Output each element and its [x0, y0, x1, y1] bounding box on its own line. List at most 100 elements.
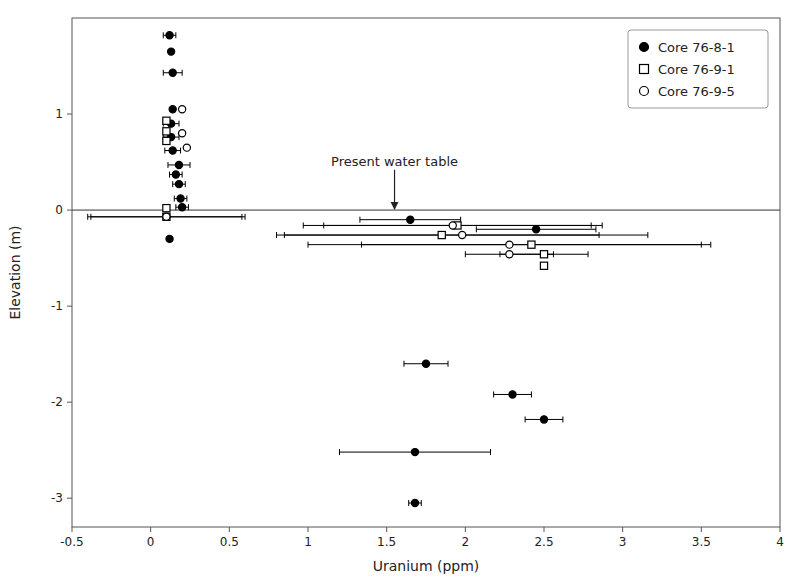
error-bar	[339, 449, 490, 455]
error-bar	[404, 361, 448, 367]
data-point	[172, 171, 179, 178]
data-point	[175, 161, 182, 168]
x-tick	[308, 527, 309, 532]
x-tick-label: 3.5	[692, 535, 711, 549]
data-point	[175, 181, 182, 188]
data-point	[183, 144, 190, 151]
x-tick-label: 0	[147, 535, 155, 549]
data-point	[166, 235, 173, 242]
plot-frame	[72, 18, 780, 527]
legend-marker	[640, 43, 649, 52]
data-point	[528, 241, 535, 248]
error-bar	[168, 162, 190, 168]
x-tick-label: 3	[619, 535, 627, 549]
error-bar	[360, 217, 461, 223]
data-point	[177, 195, 184, 202]
y-tick-label: -3	[51, 491, 63, 505]
data-point	[166, 32, 173, 39]
y-tick	[67, 114, 72, 115]
error-bar	[409, 500, 422, 506]
error-bar	[476, 226, 596, 232]
y-tick	[67, 210, 72, 211]
x-tick	[72, 527, 73, 532]
x-tick	[780, 527, 781, 532]
error-bar	[277, 232, 648, 238]
data-point	[540, 416, 547, 423]
error-bar	[174, 196, 187, 202]
data-point	[169, 106, 176, 113]
y-tick	[67, 306, 72, 307]
x-tick	[701, 527, 702, 532]
legend-box	[628, 30, 768, 108]
x-tick-label: 1	[304, 535, 312, 549]
data-point	[438, 231, 445, 238]
data-point	[179, 130, 186, 137]
data-point	[422, 360, 429, 367]
x-tick-label: 2.5	[534, 535, 553, 549]
data-point	[509, 391, 516, 398]
data-point	[163, 205, 170, 212]
x-tick	[150, 527, 151, 532]
y-axis-label: Elevation (m)	[7, 225, 23, 319]
error-bar	[303, 222, 602, 228]
data-point	[169, 69, 176, 76]
x-tick	[622, 527, 623, 532]
data-point	[179, 106, 186, 113]
data-point	[459, 231, 466, 238]
data-point	[179, 204, 186, 211]
y-tick	[67, 498, 72, 499]
data-point	[407, 216, 414, 223]
data-point	[411, 448, 418, 455]
legend-label: Core 76-8-1	[658, 40, 735, 55]
error-bar	[494, 391, 532, 397]
y-tick-label: -2	[51, 395, 63, 409]
x-tick-label: -0.5	[60, 535, 83, 549]
legend-marker	[640, 87, 649, 96]
data-point	[163, 128, 170, 135]
error-bar	[163, 32, 176, 38]
legend-label: Core 76-9-1	[658, 62, 735, 77]
y-tick	[67, 402, 72, 403]
data-point	[506, 251, 513, 258]
error-bar	[465, 251, 553, 257]
data-point	[163, 213, 170, 220]
data-point	[449, 222, 456, 229]
x-tick	[544, 527, 545, 532]
x-tick	[386, 527, 387, 532]
error-bar	[176, 204, 189, 210]
legend-marker	[640, 65, 649, 74]
x-tick-label: 4	[776, 535, 784, 549]
error-bar	[163, 70, 182, 76]
data-point	[163, 117, 170, 124]
error-bar	[500, 251, 588, 257]
y-tick-label: 1	[55, 107, 63, 121]
error-bar	[525, 416, 563, 422]
data-point	[540, 262, 547, 269]
annotation-text: Present water table	[331, 154, 458, 169]
y-tick-label: -1	[51, 299, 63, 313]
data-point	[540, 251, 547, 258]
x-tick	[465, 527, 466, 532]
error-bar	[91, 214, 242, 220]
data-point	[168, 48, 175, 55]
data-point	[163, 137, 170, 144]
annotation-arrow	[394, 170, 395, 209]
x-axis-label: Uranium (ppm)	[373, 558, 480, 574]
error-bar	[88, 214, 245, 220]
error-bar	[170, 172, 183, 178]
x-tick-label: 2	[462, 535, 470, 549]
error-bar	[308, 242, 711, 248]
data-point	[506, 241, 513, 248]
water-table-line	[72, 210, 780, 211]
data-point	[533, 226, 540, 233]
x-tick	[229, 527, 230, 532]
legend: Core 76-8-1 Core 76-9-1 Core 76-9-5	[628, 30, 768, 108]
data-point	[411, 499, 418, 506]
error-bar	[165, 148, 181, 154]
data-point	[163, 213, 170, 220]
y-tick-label: 0	[55, 203, 63, 217]
legend-label: Core 76-9-5	[658, 84, 735, 99]
chart: -0.500.511.522.533.54-3-2-101Uranium (pp…	[0, 0, 800, 583]
x-tick-label: 0.5	[220, 535, 239, 549]
error-bar	[173, 181, 186, 187]
